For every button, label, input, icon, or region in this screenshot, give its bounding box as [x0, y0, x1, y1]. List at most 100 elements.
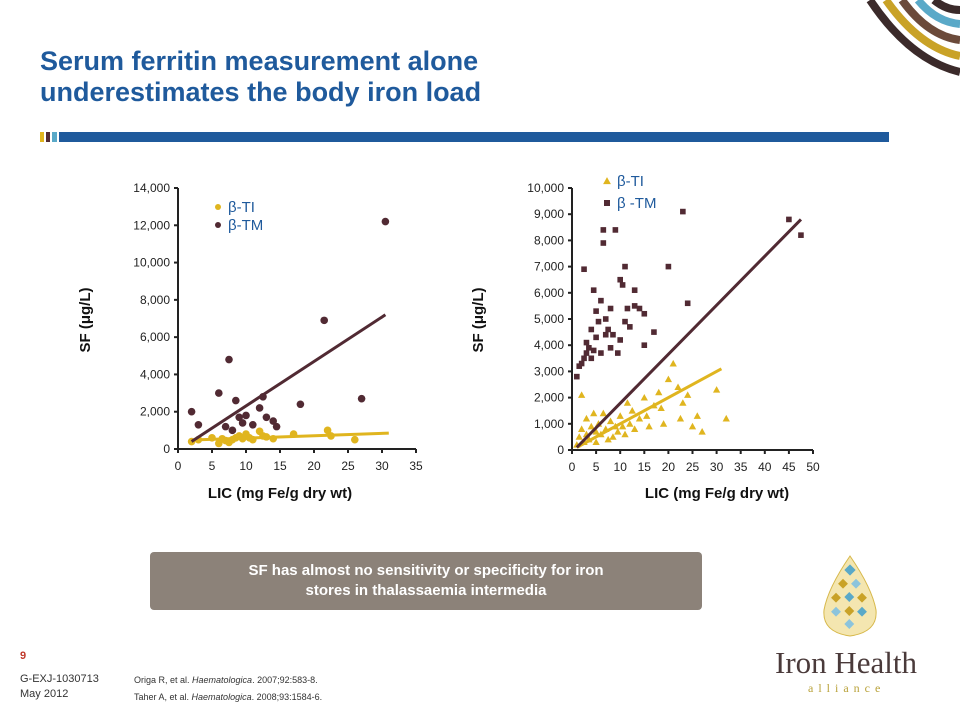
chart-svg: 0 2,000 4,000 6,000 8,000 10,000 12,000 14,000 0… — [77, 181, 423, 502]
legend-label-tm: β -TM — [617, 195, 656, 212]
y-tick-label: 8,000 — [140, 293, 170, 307]
x-tick-label: 15 — [273, 459, 287, 473]
x-tick-label: 30 — [710, 460, 724, 474]
data-point-ti — [693, 412, 701, 419]
data-point-ti — [631, 425, 639, 432]
data-point-tm — [320, 316, 329, 325]
conclusion-box: SF has almost no sensitivity or specific… — [150, 552, 702, 610]
data-point-ti — [628, 407, 636, 414]
data-point-ti — [722, 414, 730, 422]
data-point-tm — [590, 347, 597, 354]
data-point-ti — [626, 420, 634, 427]
data-point-tm — [249, 420, 257, 429]
data-point-ti — [684, 391, 692, 398]
data-point-tm — [627, 324, 633, 330]
data-point-ti — [582, 414, 591, 422]
data-point-tm — [238, 419, 247, 427]
reference-1: Origa R, et al. Haematologica. 2007;92:5… — [134, 675, 318, 685]
data-point-ti — [664, 375, 673, 383]
x-tick-label: 35 — [409, 459, 423, 473]
data-point-ti — [604, 435, 612, 443]
trend-line-tm — [575, 218, 803, 449]
data-point-tm — [194, 420, 203, 429]
x-tick-label: 25 — [341, 459, 355, 473]
data-point-ti — [688, 422, 697, 430]
conclusion-line-1: SF has almost no sensitivity or specific… — [248, 562, 604, 579]
logo-wordmark: Iron Health — [775, 645, 918, 680]
y-tick-label: 10,000 — [133, 256, 170, 270]
data-point-tm — [636, 305, 643, 312]
data-point-tm — [225, 355, 233, 364]
x-axis-label: LIC (mg Fe/g dry wt) — [208, 485, 352, 502]
data-point-ti — [575, 433, 583, 440]
x-tick-label: 5 — [209, 459, 216, 473]
trend-line-tm — [190, 313, 387, 443]
data-point-tm — [269, 417, 277, 425]
data-point-tm — [593, 308, 599, 314]
data-point-ti — [640, 393, 648, 401]
data-point-tm — [578, 360, 585, 367]
y-tick-label: 5,000 — [534, 312, 564, 326]
data-point-tm — [631, 303, 638, 309]
slide-title: Serum ferritin measurement alone underes… — [40, 46, 800, 108]
y-tick-label: 0 — [163, 442, 170, 456]
y-tick-label: 10,000 — [527, 181, 564, 195]
data-point-ti — [578, 425, 586, 432]
data-point-tm — [622, 318, 628, 325]
data-point-ti — [609, 433, 617, 440]
data-point-tm — [602, 331, 609, 338]
document-date: May 2012 — [20, 688, 69, 700]
x-tick-label: 45 — [782, 460, 796, 474]
y-tick-label: 8,000 — [534, 233, 564, 247]
x-tick-label: 35 — [734, 460, 748, 474]
data-point-ti — [587, 422, 595, 430]
data-point-ti — [578, 391, 586, 398]
data-point-ti — [614, 428, 622, 435]
data-point-tm — [600, 240, 607, 246]
data-point-tm — [622, 263, 628, 270]
data-point-tm — [296, 400, 305, 409]
x-tick-label: 40 — [758, 460, 772, 474]
y-tick-label: 6,000 — [534, 286, 564, 300]
data-point-ti — [655, 388, 663, 396]
data-point-tm — [595, 318, 602, 325]
data-point-tm — [617, 276, 623, 283]
data-point-tm — [581, 266, 587, 273]
x-tick-label: 10 — [614, 460, 628, 474]
legend-marker-ti — [215, 204, 221, 210]
y-axis-label: SF (μg/L) — [470, 288, 487, 353]
y-tick-label: 0 — [557, 443, 564, 457]
legend-marker-tm — [604, 200, 610, 206]
data-point-ti — [669, 359, 677, 367]
data-point-tm — [583, 339, 590, 346]
document-code: G-EXJ-1030713 — [20, 673, 99, 685]
data-point-tm — [590, 287, 597, 293]
data-point-ti — [616, 412, 624, 419]
x-tick-label: 5 — [593, 460, 600, 474]
data-point-ti — [643, 412, 651, 419]
data-point-tm — [605, 326, 611, 333]
data-point-tm — [598, 297, 604, 304]
x-tick-label: 30 — [375, 459, 389, 473]
conclusion-line-2: stores in thalassaemia intermedia — [305, 582, 547, 599]
x-tick-label: 20 — [307, 459, 321, 473]
data-point-tm — [242, 411, 250, 420]
data-point-tm — [262, 413, 271, 422]
reference-2: Taher A, et al. Haematologica. 2008;93:1… — [134, 692, 323, 702]
y-tick-label: 14,000 — [133, 181, 170, 195]
data-point-tm — [187, 407, 196, 416]
data-point-tm — [641, 310, 648, 317]
logo-subtitle: alliance — [808, 681, 886, 695]
data-point-ti — [659, 420, 668, 427]
data-point-ti — [623, 399, 632, 406]
x-axis-label: LIC (mg Fe/g dry wt) — [645, 485, 789, 502]
data-point-tm — [583, 350, 590, 356]
document-code-block: G-EXJ-1030713 May 2012 — [20, 672, 99, 702]
title-line-2: underestimates the body iron load — [40, 77, 482, 107]
data-point-tm — [593, 334, 599, 341]
data-point-ti — [606, 417, 615, 425]
data-point-tm — [641, 342, 648, 348]
data-point-tm — [272, 422, 281, 431]
y-tick-label: 3,000 — [534, 364, 564, 378]
y-tick-label: 2,000 — [534, 391, 564, 405]
